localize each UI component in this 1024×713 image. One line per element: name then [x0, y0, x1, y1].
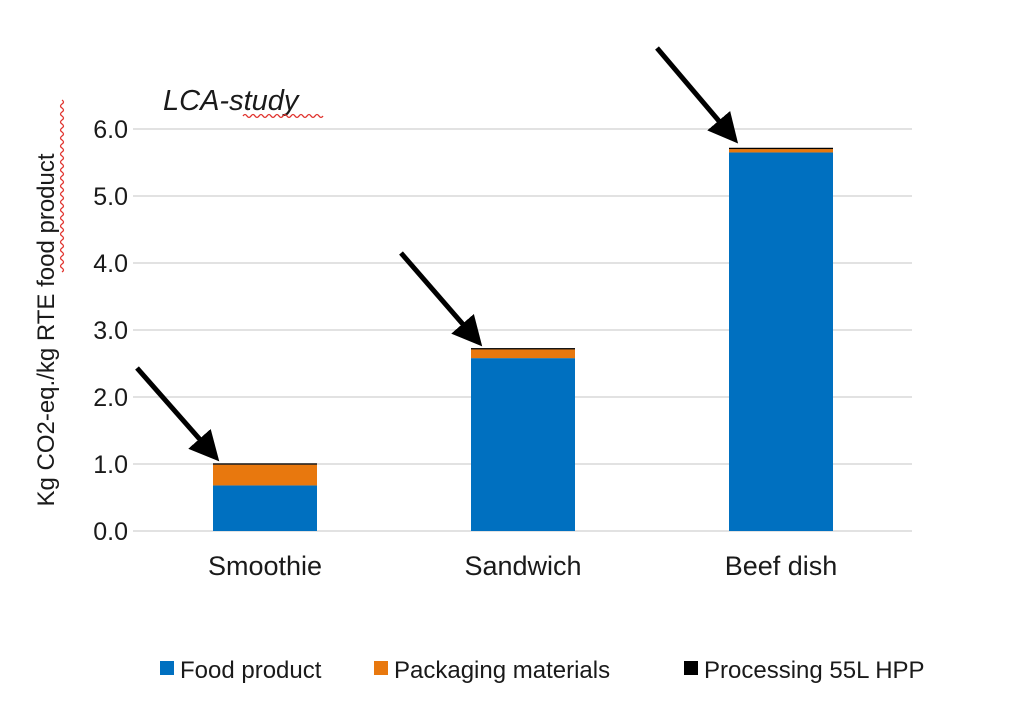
legend-swatch-food-product: [160, 661, 174, 675]
y-tick-label-3: 3.0: [93, 317, 128, 345]
x-tick-label-0: Smoothie: [208, 551, 322, 581]
y-axis-label: Kg CO2-eq./kg RTE food product: [33, 153, 60, 506]
legend-label-food-product: Food product: [180, 657, 322, 684]
bar-smoothie-food-product: [213, 485, 317, 531]
bar-smoothie-packaging-materials: [213, 464, 317, 486]
bar-beef-dish-packaging-materials: [729, 149, 833, 153]
y-tick-labels: 0.0 1.0 2.0 3.0 4.0 5.0 6.0: [93, 116, 128, 546]
spellcheck-underline-ylabel: [59, 99, 65, 273]
x-tick-label-2: Beef dish: [725, 551, 838, 581]
y-tick-label-6: 6.0: [93, 116, 128, 144]
x-tick-label-1: Sandwich: [464, 551, 581, 581]
arrow-2: [655, 46, 739, 144]
y-tick-label-2: 2.0: [93, 384, 128, 412]
legend-label-packaging-materials: Packaging materials: [394, 657, 610, 684]
legend-swatch-packaging-materials: [374, 661, 388, 675]
bar-beef-dish-food-product: [729, 152, 833, 531]
arrow-0: [135, 366, 220, 462]
spellcheck-underline-annotation: [242, 113, 324, 119]
y-tick-label-1: 1.0: [93, 451, 128, 479]
legend-label-processing-55l-hpp: Processing 55L HPP: [704, 657, 925, 684]
arrow-1: [399, 251, 483, 347]
y-tick-label-0: 0.0: [93, 518, 128, 546]
arrows: [135, 46, 739, 462]
bar-sandwich-processing-55l-hpp: [471, 348, 575, 350]
legend-swatch-processing-55l-hpp: [684, 661, 698, 675]
bar-smoothie-processing-55l-hpp: [213, 463, 317, 465]
bar-beef-dish-processing-55l-hpp: [729, 147, 833, 150]
y-tick-label-5: 5.0: [93, 183, 128, 211]
x-tick-labels: Smoothie Sandwich Beef dish: [208, 551, 837, 581]
bars: [213, 147, 833, 531]
legend: Food product Packaging materials Process…: [160, 657, 925, 684]
bar-sandwich-food-product: [471, 358, 575, 531]
y-tick-label-4: 4.0: [93, 250, 128, 278]
bar-sandwich-packaging-materials: [471, 349, 575, 359]
annotation-lca-study: LCA-study: [163, 85, 300, 117]
